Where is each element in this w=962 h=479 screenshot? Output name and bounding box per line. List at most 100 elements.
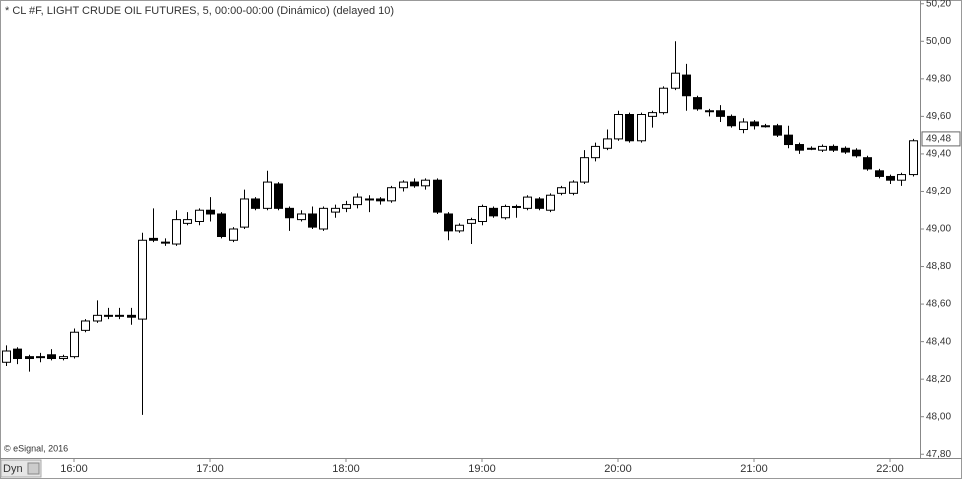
- candle-body: [614, 114, 623, 140]
- candle-body: [795, 144, 804, 151]
- candle-body: [716, 110, 725, 117]
- y-tick-label: 49,20: [926, 186, 951, 197]
- candle-body: [875, 170, 884, 177]
- candle-body: [138, 239, 147, 320]
- candle-body: [217, 213, 226, 238]
- candle-body: [909, 140, 918, 176]
- candle-body: [659, 87, 668, 114]
- x-tick-label: 16:00: [60, 463, 88, 475]
- candle-body: [47, 354, 56, 360]
- candle-body: [195, 209, 204, 222]
- candle-body: [206, 209, 215, 215]
- x-tick-label: 17:00: [196, 463, 224, 475]
- candle-body: [841, 147, 850, 153]
- candle-body: [240, 198, 249, 228]
- candle-body: [489, 207, 498, 217]
- candle-body: [557, 187, 566, 194]
- y-tick-label: 48,40: [926, 336, 951, 347]
- candle-body: [81, 320, 90, 331]
- candle-body: [285, 207, 294, 219]
- candle-body: [149, 237, 158, 241]
- candle-body: [25, 356, 34, 360]
- candle-body: [807, 147, 816, 150]
- candle-body: [603, 138, 612, 149]
- candle-body: [580, 157, 589, 183]
- candle-body: [671, 72, 680, 89]
- candle-body: [863, 157, 872, 170]
- candle-body: [421, 179, 430, 187]
- candle-body: [93, 314, 102, 322]
- candle-body: [523, 196, 532, 209]
- x-tick-label: 18:00: [332, 463, 360, 475]
- x-tick-label: 20:00: [604, 463, 632, 475]
- candle-body: [433, 179, 442, 213]
- candle-body: [365, 198, 374, 201]
- candle-body: [750, 121, 759, 127]
- candle-body: [897, 174, 906, 181]
- candle-body: [478, 205, 487, 222]
- candle-body: [308, 213, 317, 228]
- candle-body: [353, 196, 362, 206]
- y-tick-label: 50,00: [926, 36, 951, 47]
- candle-body: [2, 350, 11, 363]
- candle-body: [161, 241, 170, 244]
- x-tick-label: 22:00: [876, 463, 904, 475]
- candle-body: [693, 97, 702, 110]
- candle-body: [773, 125, 782, 136]
- candle-body: [104, 314, 113, 317]
- candle-body: [13, 348, 22, 360]
- copyright: © eSignal, 2016: [4, 443, 68, 453]
- candle-body: [115, 314, 124, 317]
- y-tick-label: 50,20: [926, 0, 951, 9]
- y-tick-label: 48,60: [926, 299, 951, 310]
- candle-body: [637, 114, 646, 142]
- candle-body: [727, 115, 736, 127]
- candle-body: [399, 181, 408, 189]
- last-price-box: [921, 131, 961, 147]
- candle-body: [297, 213, 306, 221]
- candle-body: [263, 181, 272, 209]
- candle-body: [376, 198, 385, 202]
- candle-body: [127, 314, 136, 318]
- candle-body: [410, 181, 419, 187]
- candle-body: [886, 175, 895, 181]
- candle-body: [59, 356, 68, 360]
- candle-body: [455, 224, 464, 232]
- y-tick-label: 49,00: [926, 224, 951, 235]
- candle-body: [512, 205, 521, 208]
- candle-body: [818, 145, 827, 151]
- candle-body: [761, 125, 770, 128]
- candle-body: [467, 219, 476, 224]
- candle-body: [331, 207, 340, 213]
- y-tick-label: 48,80: [926, 261, 951, 272]
- candle-body: [444, 213, 453, 232]
- candle-body: [625, 114, 634, 142]
- y-tick-label: 48,20: [926, 374, 951, 385]
- candle-body: [319, 207, 328, 230]
- candle-body: [535, 198, 544, 209]
- candle-body: [387, 187, 396, 202]
- x-tick-label: 19:00: [468, 463, 496, 475]
- candle-body: [229, 228, 238, 241]
- candle-body: [501, 205, 510, 219]
- candle-body: [648, 112, 657, 117]
- candle-body: [829, 145, 838, 151]
- candle-body: [852, 149, 861, 157]
- candle-body: [591, 145, 600, 159]
- candle-body: [784, 134, 793, 146]
- candle-body: [342, 204, 351, 209]
- mode-icon: [27, 462, 40, 475]
- candle-body: [251, 198, 260, 209]
- y-tick-label: 49,60: [926, 111, 951, 122]
- candle-body: [274, 183, 283, 209]
- candle-body: [36, 356, 45, 359]
- candle-body: [682, 74, 691, 97]
- mode-label: Dyn: [3, 463, 23, 475]
- last-price-label: 49,48: [926, 134, 951, 145]
- candle-body: [739, 121, 748, 131]
- y-tick-label: 47,80: [926, 449, 951, 460]
- candle-body: [183, 219, 192, 224]
